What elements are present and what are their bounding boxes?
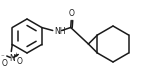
Text: NH: NH: [54, 26, 66, 35]
Text: O: O: [69, 9, 75, 18]
Text: O: O: [2, 59, 8, 67]
Text: ⁻: ⁻: [1, 55, 5, 61]
Text: +: +: [13, 52, 18, 57]
Text: N: N: [9, 54, 15, 63]
Text: O: O: [17, 56, 23, 65]
